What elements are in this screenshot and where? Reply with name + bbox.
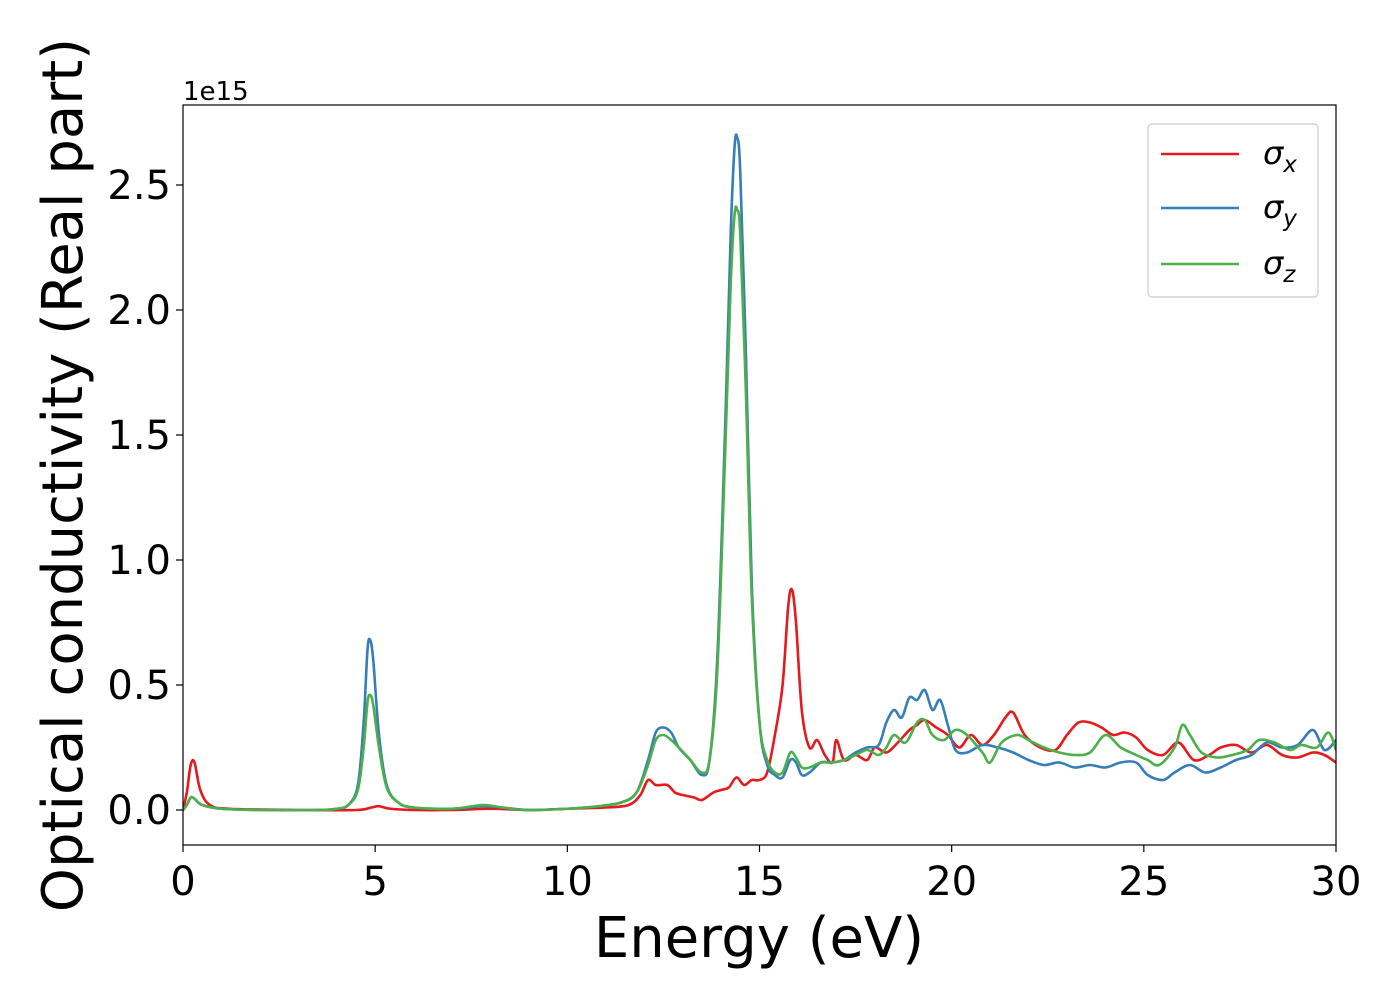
- y-tick-label: 2.0: [107, 288, 171, 334]
- y-tick-label: 0.0: [107, 788, 171, 834]
- series-line-z: [183, 205, 1336, 812]
- y-tick-label: 2.5: [107, 163, 171, 209]
- plot-area: [182, 104, 1337, 846]
- y-axis: 0.0 0.5 1.0 1.5 2.0 2.5: [107, 163, 183, 834]
- legend: σx σy σz: [1147, 123, 1319, 298]
- x-tick-label: 20: [926, 859, 977, 905]
- y-axis-label: Optical conductivity (Real part): [31, 38, 96, 912]
- legend-box: [1147, 123, 1319, 298]
- series-layer: [183, 133, 1336, 812]
- x-axis: 0 5 10 15 20 25 30: [170, 845, 1361, 905]
- series-line-x: [183, 587, 1336, 812]
- x-tick-label: 5: [362, 859, 387, 905]
- legend-label-x: σx: [1263, 134, 1297, 178]
- y-tick-label: 1.5: [107, 413, 171, 459]
- x-tick-label: 0: [170, 859, 195, 905]
- legend-items: σx σy σz: [1161, 134, 1297, 288]
- legend-label-z: σz: [1263, 244, 1296, 288]
- x-tick-label: 10: [542, 859, 593, 905]
- x-tick-label: 30: [1311, 859, 1362, 905]
- y-offset-label: 1e15: [183, 77, 249, 107]
- x-tick-label: 15: [734, 859, 785, 905]
- x-tick-label: 25: [1118, 859, 1169, 905]
- legend-label-y: σy: [1263, 188, 1297, 232]
- y-tick-label: 1.0: [107, 538, 171, 584]
- y-tick-label: 0.5: [107, 663, 171, 709]
- x-axis-label: Energy (eV): [594, 906, 924, 971]
